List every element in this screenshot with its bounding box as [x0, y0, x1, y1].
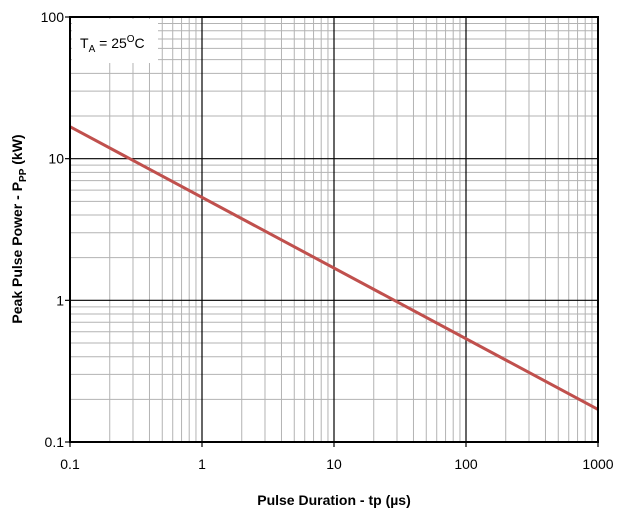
x-tick-label: 100 [454, 456, 478, 472]
x-tick-label: 10 [326, 456, 342, 472]
x-tick-labels: 0.1 1 10 100 1000 [60, 442, 614, 472]
y-tick-labels: 0.1 1 10 100 [41, 9, 70, 450]
y-tick-label: 0.1 [45, 434, 65, 450]
annotation-box [72, 19, 158, 63]
y-tick-label: 1 [56, 292, 64, 308]
x-tick-label: 1000 [582, 456, 613, 472]
x-tick-label: 1 [198, 456, 206, 472]
y-axis-title: Peak Pulse Power - PPP (kW) [9, 134, 29, 323]
y-tick-label: 10 [48, 151, 64, 167]
annotation-text: TA = 25OC [80, 34, 145, 55]
major-gridlines [70, 17, 598, 442]
x-tick-label: 0.1 [60, 456, 80, 472]
x-axis-title: Pulse Duration - tp (µs) [257, 492, 411, 508]
series-line-0 [69, 125, 599, 411]
series-layer [69, 125, 599, 411]
y-tick-label: 100 [41, 9, 65, 25]
